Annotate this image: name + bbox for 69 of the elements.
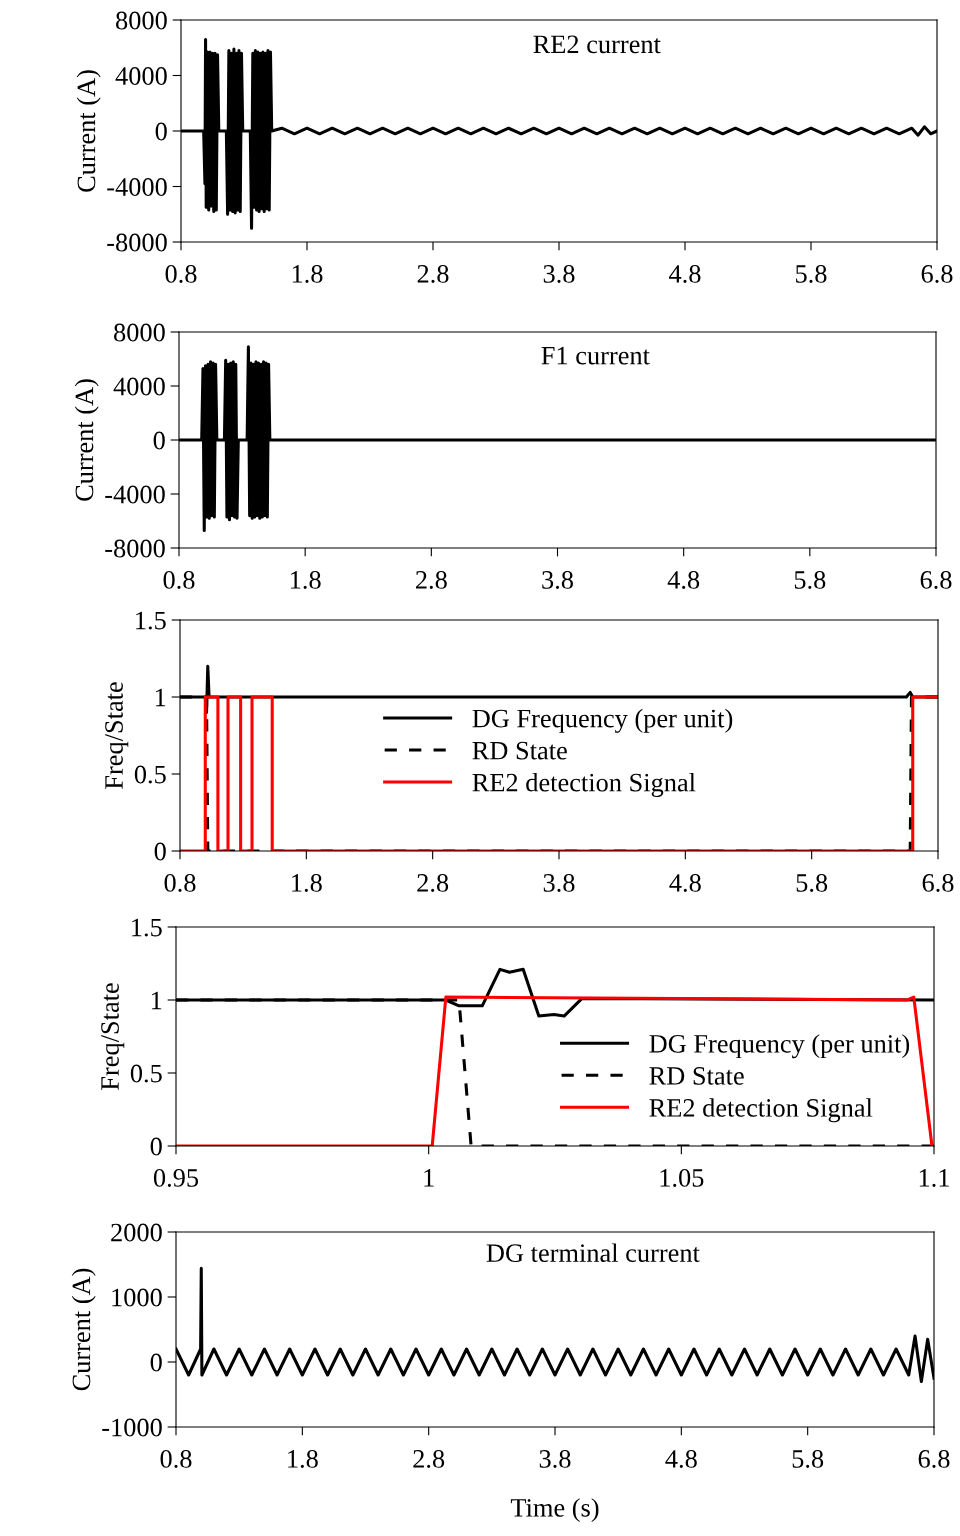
annotation: DG terminal current [486, 1243, 700, 1263]
y-tick-label: -4000 [105, 485, 165, 504]
x-tick-label: 6.8 [922, 873, 954, 892]
legend-label: RE2 detection Signal [472, 772, 696, 797]
y-tick-label: 1 [151, 991, 162, 1010]
legend-label: RD State [649, 1067, 744, 1085]
y-tick-label: 1 [155, 688, 166, 707]
x-tick-label: 1.05 [660, 1168, 704, 1187]
x-tick-label: 3.8 [539, 1449, 571, 1468]
y-axis-title: Current (A) [71, 1268, 96, 1391]
y-tick-label: 0 [153, 431, 165, 450]
legend-label: RE2 detection Signal [649, 1098, 873, 1123]
x-tick-label: 0.95 [153, 1168, 199, 1187]
x-axis-title: Time (s) [510, 1498, 599, 1523]
y-tick-label: 0 [150, 1137, 162, 1156]
y-axis-title: Freq/State [105, 682, 129, 789]
annotation: F1 current [541, 346, 650, 365]
y-tick-label: -8000 [105, 539, 165, 558]
x-tick-label: 5.8 [796, 264, 827, 283]
x-tick-label: 3.8 [543, 873, 575, 892]
x-tick-label: 1.8 [290, 570, 321, 589]
x-tick-label: 2.8 [417, 873, 449, 892]
x-tick-label: 6.8 [921, 264, 953, 283]
x-tick-label: 6.8 [918, 1449, 950, 1468]
legend-label: DG Frequency (per unit) [649, 1034, 910, 1059]
y-tick-label: 4000 [113, 377, 165, 396]
y-axis-title: Current (A) [76, 70, 101, 192]
y-tick-label: 1.5 [136, 611, 166, 630]
y-tick-label: -4000 [107, 178, 167, 196]
y-tick-label: 0.5 [130, 1064, 162, 1083]
x-tick-label: 0.8 [160, 1449, 192, 1468]
y-tick-label: 4000 [115, 67, 167, 85]
x-tick-label: 0.8 [164, 873, 196, 892]
x-tick-label: 2.8 [416, 570, 447, 589]
x-tick-label: 4.8 [669, 873, 701, 892]
x-tick-label: 2.8 [413, 1449, 445, 1468]
y-tick-label: 2000 [111, 1223, 162, 1242]
x-tick-label: 4.8 [665, 1449, 697, 1468]
x-tick-label: 1.8 [288, 1449, 318, 1468]
y-axis-title: Current (A) [74, 379, 99, 501]
x-tick-label: 1.8 [292, 873, 322, 892]
x-tick-label: 3.8 [542, 570, 573, 589]
y-tick-label: 0 [154, 842, 166, 861]
y-tick-label: 0 [155, 122, 167, 141]
y-tick-label: 0 [150, 1353, 162, 1372]
y-axis-title: Freq/State [101, 983, 125, 1090]
y-tick-label: 1000 [112, 1288, 162, 1307]
x-tick-label: 0.8 [165, 264, 197, 283]
y-tick-label: 1.5 [132, 918, 162, 937]
y-tick-label: -1000 [102, 1418, 162, 1437]
x-tick-label: 5.8 [792, 1449, 824, 1468]
x-tick-label: 2.8 [417, 264, 449, 283]
x-tick-label: 1 [424, 1169, 434, 1187]
y-tick-label: 8000 [114, 323, 165, 342]
x-tick-label: 4.8 [669, 264, 701, 283]
x-tick-label: 5.8 [794, 570, 826, 589]
y-tick-label: -8000 [107, 233, 167, 252]
x-tick-label: 1.8 [292, 264, 323, 283]
annotation: RE2 current [533, 35, 661, 54]
legend-label: DG Frequency (per unit) [472, 708, 733, 733]
x-tick-label: 1.1 [919, 1169, 949, 1187]
x-tick-label: 5.8 [796, 873, 828, 892]
x-tick-label: 0.8 [163, 570, 195, 589]
legend-label: RD State [472, 741, 567, 760]
x-tick-label: 4.8 [667, 570, 700, 589]
x-tick-label: 3.8 [543, 264, 575, 283]
y-tick-label: 8000 [116, 11, 167, 30]
x-tick-label: 6.8 [920, 570, 952, 589]
y-tick-label: 0.5 [134, 765, 166, 784]
